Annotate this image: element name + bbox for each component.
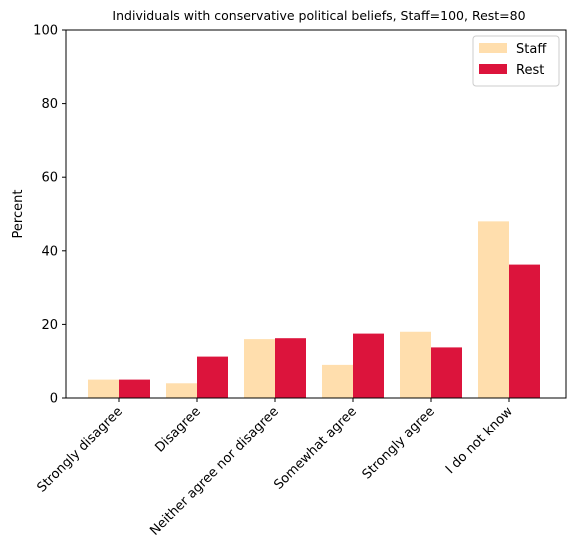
y-axis-ticks: 0 20 40 60 80 100 [33,24,66,407]
y-tick-label: 0 [50,392,58,407]
legend-swatch-rest [479,64,507,74]
x-tick-label: Disagree [152,404,203,455]
bars-group [88,221,540,398]
bar-rest-1 [197,356,228,398]
y-tick-label: 60 [41,171,58,186]
y-tick-label: 80 [41,97,58,112]
bar-staff-2 [244,339,275,398]
x-tick-label: Strongly agree [360,404,438,482]
y-axis-label: Percent [11,190,26,239]
chart-title: Individuals with conservative political … [112,8,525,23]
bar-staff-3 [322,364,353,398]
bar-rest-5 [509,264,540,398]
x-tick-label: I do not know [443,404,516,477]
bar-staff-4 [400,331,431,398]
plot-frame [65,29,567,399]
x-tick-label: Neither agree nor disagree [147,404,281,538]
y-tick-label: 100 [33,24,58,39]
bar-rest-3 [353,333,384,398]
y-tick-label: 40 [41,244,58,259]
legend: Staff Rest [472,35,560,87]
legend-swatch-staff [479,43,507,53]
bar-rest-0 [119,379,150,398]
bar-staff-0 [88,379,119,398]
legend-label-rest: Rest [516,63,544,78]
y-tick-label: 20 [41,318,58,333]
x-tick-label: Strongly disagree [34,404,125,495]
bar-rest-4 [431,347,462,398]
legend-label-staff: Staff [516,42,547,57]
x-tick-label: Somewhat agree [271,404,360,493]
bar-rest-2 [275,338,306,398]
bar-staff-5 [478,221,509,398]
bar-staff-1 [166,383,197,398]
